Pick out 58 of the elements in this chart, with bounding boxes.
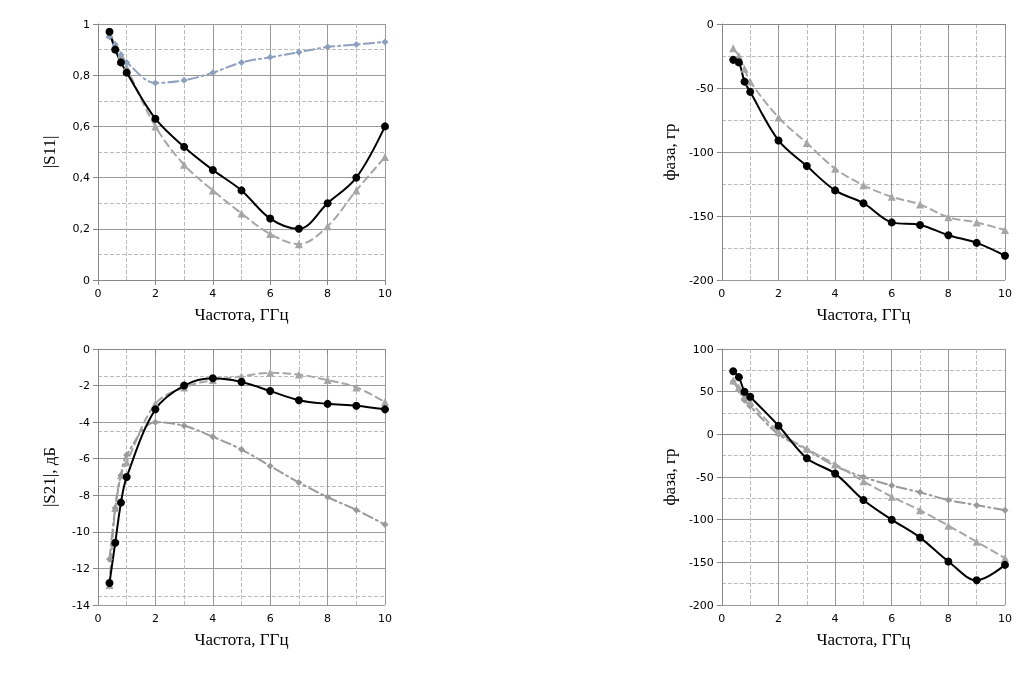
x-tick-label: 6: [888, 287, 896, 300]
x-tick-label: 10: [378, 612, 392, 625]
y-tick-label: -8: [79, 488, 90, 502]
x-tick-label: 8: [324, 612, 332, 625]
y-tick-label: 100: [692, 342, 714, 356]
y-tick-label: 50: [699, 385, 714, 399]
x-tick-label: 0: [94, 612, 102, 625]
x-tick-label: 0: [718, 612, 726, 625]
x-axis-title: Частота, ГГц: [194, 305, 289, 324]
y-tick-label: 0: [706, 17, 714, 31]
y-tick-label: 0,4: [72, 171, 90, 185]
x-tick-label: 0: [94, 287, 102, 300]
y-tick-label: 0,8: [72, 68, 90, 82]
y-tick-label: -14: [72, 598, 90, 612]
y-tick-label: -10: [72, 525, 90, 539]
y-axis-title: |S21|, дБ: [40, 446, 59, 508]
y-tick-label: -150: [688, 555, 714, 569]
x-tick-label: 2: [151, 287, 159, 300]
y-tick-label: 0: [706, 427, 714, 441]
x-tick-label: 8: [944, 612, 952, 625]
x-tick-label: 4: [831, 612, 839, 625]
x-tick-label: 2: [774, 287, 782, 300]
x-tick-label: 10: [998, 612, 1012, 625]
y-tick-label: 0: [83, 342, 90, 356]
y-axis-title: |S11|: [40, 135, 59, 169]
x-tick-label: 8: [324, 287, 332, 300]
y-tick-label: -6: [79, 452, 90, 466]
y-tick-label: -12: [72, 561, 90, 575]
y-tick-label: -150: [688, 209, 714, 223]
x-tick-label: 2: [774, 612, 782, 625]
x-tick-label: 0: [718, 287, 726, 300]
x-axis-title: Частота, ГГц: [816, 305, 911, 324]
y-axis-title: фаза, гр: [660, 448, 679, 506]
y-tick-label: -200: [688, 273, 714, 287]
y-tick-label: -50: [695, 470, 714, 484]
y-tick-label: -4: [79, 415, 90, 429]
y-tick-label: 0: [83, 273, 90, 287]
y-tick-label: 1: [83, 17, 90, 31]
x-tick-label: 4: [209, 612, 217, 625]
y-tick-label: 0,2: [72, 222, 90, 236]
y-tick-label: -50: [695, 81, 714, 95]
x-tick-label: 4: [831, 287, 839, 300]
y-tick-label: -200: [688, 598, 714, 612]
x-tick-label: 10: [998, 287, 1012, 300]
y-tick-label: -100: [688, 513, 714, 527]
x-tick-label: 10: [378, 287, 392, 300]
x-tick-label: 4: [209, 287, 217, 300]
x-axis-title: Частота, ГГц: [194, 630, 289, 649]
x-tick-label: 2: [151, 612, 159, 625]
y-tick-label: -100: [688, 145, 714, 159]
x-tick-label: 6: [266, 612, 274, 625]
y-axis-title: фаза, гр: [660, 123, 679, 181]
y-tick-label: -2: [79, 379, 90, 393]
x-tick-label: 6: [266, 287, 274, 300]
x-tick-label: 6: [888, 612, 896, 625]
y-tick-label: 0,6: [72, 119, 90, 133]
x-tick-label: 8: [944, 287, 952, 300]
x-axis-title: Частота, ГГц: [816, 630, 911, 649]
